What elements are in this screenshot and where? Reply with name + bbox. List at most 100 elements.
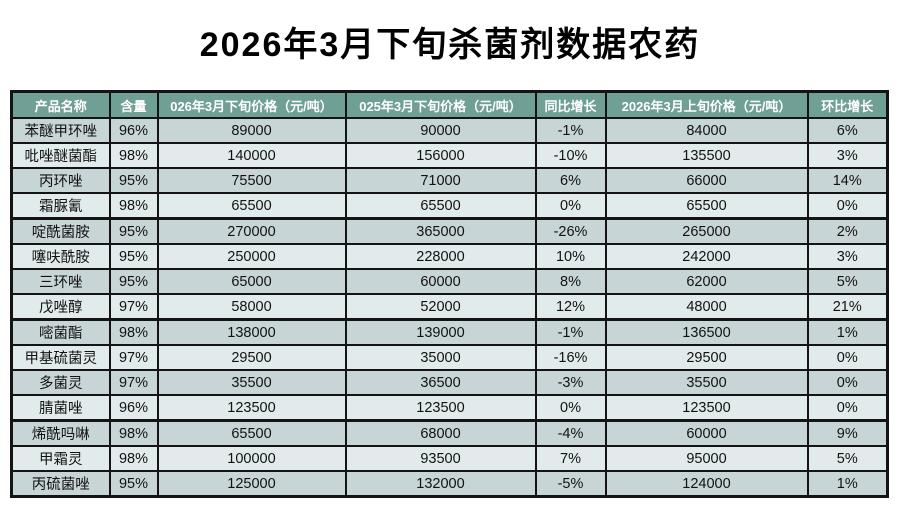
value-cell: 66000 (604, 167, 809, 194)
product-name-cell: 烯酰吗啉 (10, 419, 111, 447)
value-cell: 96% (108, 394, 159, 422)
value-cell: 90000 (344, 117, 537, 144)
value-cell: 65000 (156, 268, 347, 295)
column-header-4: 同比增长 (534, 90, 607, 119)
table-row: 吡唑醚菌酯 98% 140000 156000 -10% 135500 3% (10, 142, 889, 169)
value-cell: 8% (534, 268, 607, 295)
value-cell: 48000 (604, 293, 809, 321)
value-cell: 95% (108, 470, 159, 498)
page-title: 2026年3月下旬杀菌剂数据农药 (199, 26, 701, 64)
value-cell: -26% (534, 217, 607, 245)
fungicide-price-table: 产品名称 含量 026年3月下旬价格（元/吨） 025年3月下旬价格（元/吨） 同比增长… (10, 90, 889, 498)
value-cell: 98% (108, 445, 159, 472)
value-cell: 62000 (604, 268, 809, 295)
value-cell: 95% (108, 268, 159, 295)
value-cell: 0% (806, 192, 889, 220)
value-cell: 89000 (156, 117, 347, 144)
column-header-3: 025年3月下旬价格（元/吨） (344, 90, 537, 119)
value-cell: -10% (534, 142, 607, 169)
value-cell: 58000 (156, 293, 347, 321)
value-cell: 75500 (156, 167, 347, 194)
value-cell: 10% (534, 243, 607, 270)
product-name-cell: 多菌灵 (10, 369, 111, 396)
value-cell: 21% (806, 293, 889, 321)
value-cell: 60000 (604, 419, 809, 447)
product-name-cell: 腈菌唑 (10, 394, 111, 422)
value-cell: -3% (534, 369, 607, 396)
value-cell: -1% (534, 318, 607, 346)
value-cell: 1% (806, 318, 889, 346)
table-row: 嘧菌酯 98% 138000 139000 -1% 136500 1% (10, 318, 889, 346)
value-cell: 60000 (344, 268, 537, 295)
product-name-cell: 甲基硫菌灵 (10, 344, 111, 371)
column-header-5: 2026年3月上旬价格（元/吨） (604, 90, 809, 119)
value-cell: 0% (534, 394, 607, 422)
value-cell: 270000 (156, 217, 347, 245)
value-cell: 98% (108, 318, 159, 346)
table-row: 甲霜灵 98% 100000 93500 7% 95000 5% (10, 445, 889, 472)
value-cell: 136500 (604, 318, 809, 346)
value-cell: 35500 (604, 369, 809, 396)
value-cell: -4% (534, 419, 607, 447)
value-cell: 97% (108, 344, 159, 371)
value-cell: 95% (108, 243, 159, 270)
table-body: 苯醚甲环唑 96% 89000 90000 -1% 84000 6% 吡唑醚菌酯 98% 1400… (10, 117, 889, 498)
value-cell: 100000 (156, 445, 347, 472)
table-row: 甲基硫菌灵 97% 29500 35000 -16% 29500 0% (10, 344, 889, 371)
value-cell: 98% (108, 419, 159, 447)
table-row: 苯醚甲环唑 96% 89000 90000 -1% 84000 6% (10, 117, 889, 144)
column-header-2: 026年3月下旬价格（元/吨） (156, 90, 347, 119)
value-cell: 6% (806, 117, 889, 144)
value-cell: 6% (534, 167, 607, 194)
value-cell: 95% (108, 167, 159, 194)
value-cell: 0% (534, 192, 607, 220)
table-row: 丙硫菌唑 95% 125000 132000 -5% 124000 1% (10, 470, 889, 498)
value-cell: 65500 (344, 192, 537, 220)
value-cell: 95000 (604, 445, 809, 472)
value-cell: 5% (806, 445, 889, 472)
value-cell: 98% (108, 142, 159, 169)
column-header-0: 产品名称 (10, 90, 111, 119)
column-header-6: 环比增长 (806, 90, 889, 119)
value-cell: 68000 (344, 419, 537, 447)
product-name-cell: 丙硫菌唑 (10, 470, 111, 498)
table-row: 啶酰菌胺 95% 270000 365000 -26% 265000 2% (10, 217, 889, 245)
value-cell: 12% (534, 293, 607, 321)
value-cell: 125000 (156, 470, 347, 498)
value-cell: 84000 (604, 117, 809, 144)
value-cell: 97% (108, 293, 159, 321)
product-name-cell: 戊唑醇 (10, 293, 111, 321)
value-cell: 123500 (156, 394, 347, 422)
value-cell: 3% (806, 243, 889, 270)
value-cell: 265000 (604, 217, 809, 245)
value-cell: 98% (108, 192, 159, 220)
header-row: 产品名称 含量 026年3月下旬价格（元/吨） 025年3月下旬价格（元/吨） 同比增长… (10, 90, 889, 119)
value-cell: 123500 (604, 394, 809, 422)
product-name-cell: 苯醚甲环唑 (10, 117, 111, 144)
value-cell: 5% (806, 268, 889, 295)
value-cell: 97% (108, 369, 159, 396)
table-row: 霜脲氰 98% 65500 65500 0% 65500 0% (10, 192, 889, 220)
value-cell: 123500 (344, 394, 537, 422)
value-cell: 35000 (344, 344, 537, 371)
product-name-cell: 噻呋酰胺 (10, 243, 111, 270)
product-name-cell: 丙环唑 (10, 167, 111, 194)
table-row: 多菌灵 97% 35500 36500 -3% 35500 0% (10, 369, 889, 396)
product-name-cell: 吡唑醚菌酯 (10, 142, 111, 169)
value-cell: 9% (806, 419, 889, 447)
value-cell: 242000 (604, 243, 809, 270)
table-row: 丙环唑 95% 75500 71000 6% 66000 14% (10, 167, 889, 194)
value-cell: 52000 (344, 293, 537, 321)
value-cell: 228000 (344, 243, 537, 270)
value-cell: 96% (108, 117, 159, 144)
value-cell: 93500 (344, 445, 537, 472)
value-cell: 3% (806, 142, 889, 169)
value-cell: 35500 (156, 369, 347, 396)
table-row: 三环唑 95% 65000 60000 8% 62000 5% (10, 268, 889, 295)
product-name-cell: 啶酰菌胺 (10, 217, 111, 245)
value-cell: 7% (534, 445, 607, 472)
product-name-cell: 三环唑 (10, 268, 111, 295)
value-cell: 250000 (156, 243, 347, 270)
value-cell: 65500 (156, 192, 347, 220)
